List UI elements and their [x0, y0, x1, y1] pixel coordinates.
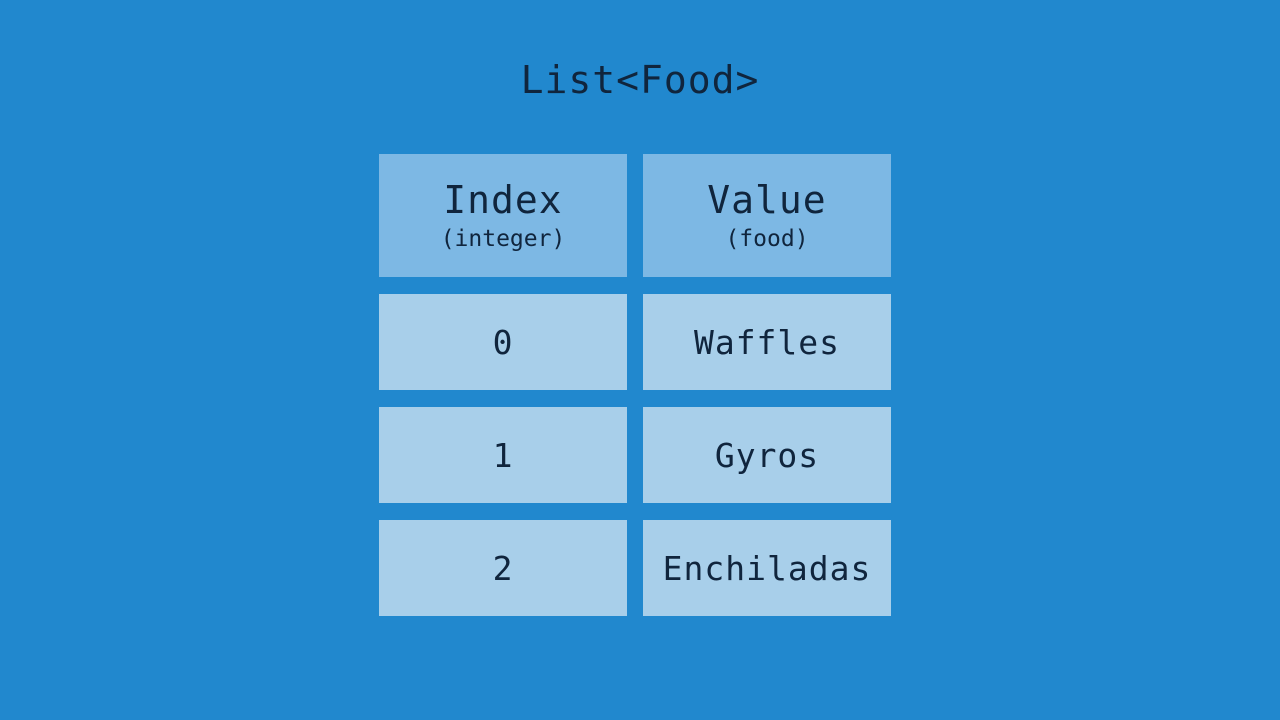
value-cell: Waffles: [643, 294, 891, 390]
food-value: Enchiladas: [662, 548, 872, 588]
header-label: Index: [443, 177, 563, 222]
index-cell: 1: [379, 407, 627, 503]
header-type: (food): [725, 225, 809, 252]
value-cell: Gyros: [643, 407, 891, 503]
index-cell: 0: [379, 294, 627, 390]
value-cell: Enchiladas: [643, 520, 891, 616]
food-value: Gyros: [714, 435, 820, 475]
index-cell: 2: [379, 520, 627, 616]
header-value: Value (food): [643, 154, 891, 277]
food-value: Waffles: [693, 322, 841, 362]
index-value: 2: [492, 548, 514, 588]
header-label: Value: [707, 177, 827, 222]
index-value: 0: [492, 322, 514, 362]
header-index: Index (integer): [379, 154, 627, 277]
index-value: 1: [492, 435, 514, 475]
diagram-title: List<Food>: [520, 58, 760, 102]
header-type: (integer): [440, 225, 566, 252]
